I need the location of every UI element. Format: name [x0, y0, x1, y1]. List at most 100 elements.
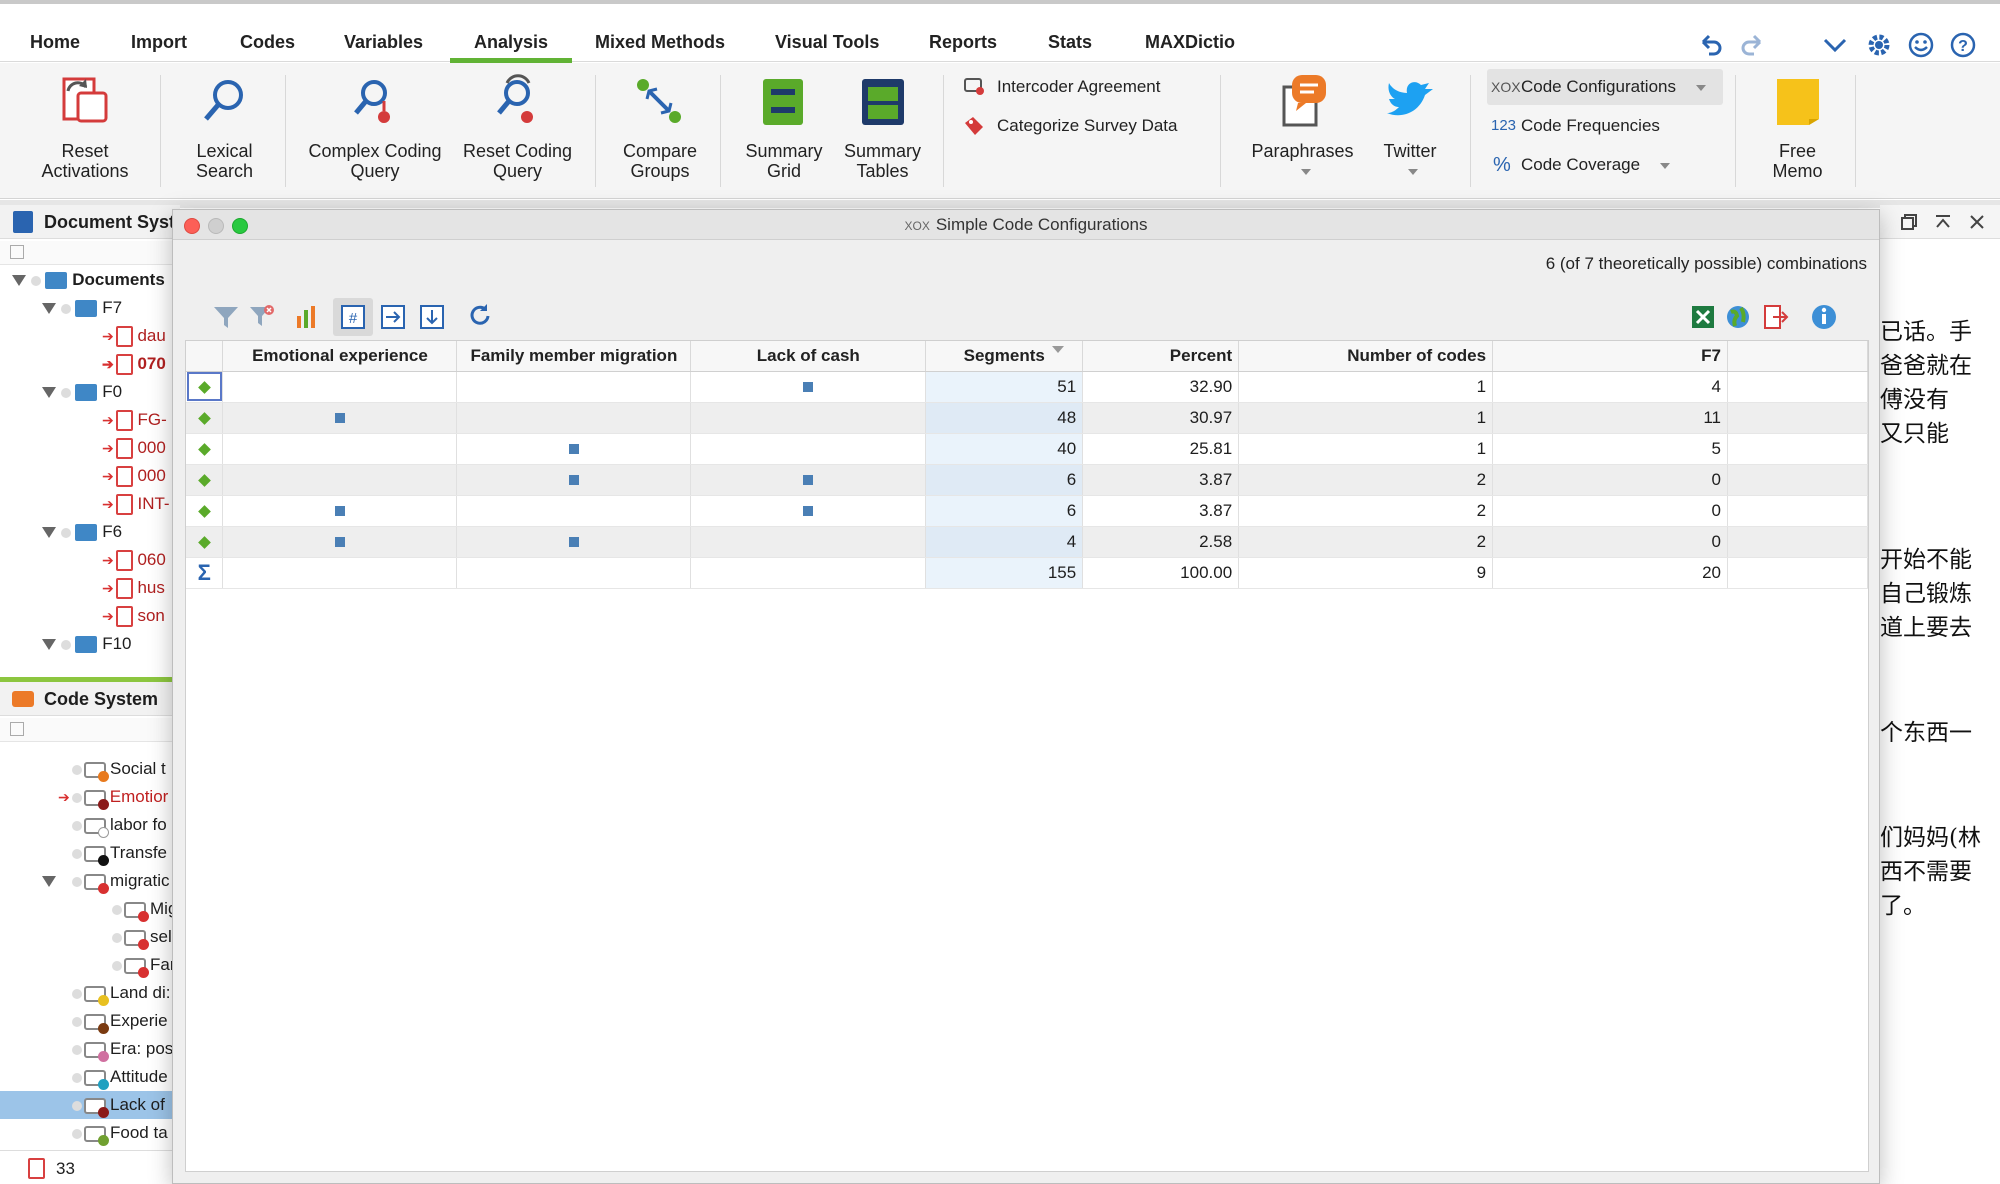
- row-diamond-icon[interactable]: [186, 402, 224, 434]
- table-row[interactable]: 51 32.90 1 4: [186, 371, 1869, 403]
- code-tree-row[interactable]: Experie: [72, 1007, 168, 1035]
- tree-row-f6[interactable]: F6: [42, 518, 122, 546]
- table-row[interactable]: 40 25.81 1 5: [186, 433, 1869, 465]
- reset-coding-query-button[interactable]: Reset Coding Query: [455, 73, 580, 181]
- col-emotional-experience[interactable]: Emotional experience: [222, 341, 458, 372]
- col-segments[interactable]: Segments: [925, 341, 1084, 372]
- lexical-search-button[interactable]: Lexical Search: [172, 73, 277, 181]
- zoom-window-button[interactable]: [232, 218, 248, 234]
- close-window-button[interactable]: [184, 218, 200, 234]
- globe-icon[interactable]: [1723, 302, 1753, 332]
- info-icon[interactable]: [1809, 302, 1839, 332]
- tree-row-f7[interactable]: F7: [42, 294, 122, 322]
- tab-stats[interactable]: Stats: [1048, 32, 1093, 52]
- col-lack-of-cash[interactable]: Lack of cash: [690, 341, 927, 372]
- restore-window-icon[interactable]: [1900, 213, 1918, 231]
- filter-icon[interactable]: [211, 302, 241, 332]
- free-memo-button[interactable]: Free Memo: [1750, 73, 1845, 181]
- code-tree-row[interactable]: Social t: [72, 755, 166, 783]
- tree-row-doc[interactable]: ➔ hus: [102, 574, 165, 602]
- table-row[interactable]: 6 3.87 2 0: [186, 464, 1869, 496]
- tree-row-doc[interactable]: ➔ INT-: [102, 490, 170, 518]
- bar-chart-icon[interactable]: [291, 302, 321, 332]
- code-configurations-button[interactable]: XOX Code Configurations: [1487, 69, 1723, 105]
- document-icon: [115, 578, 133, 600]
- code-frequencies-button[interactable]: 123 Code Frequencies: [1487, 112, 1660, 140]
- tree-row-doc[interactable]: ➔ FG-: [102, 406, 167, 434]
- intercoder-agreement-button[interactable]: Intercoder Agreement: [963, 73, 1160, 101]
- minimize-window-button[interactable]: [208, 218, 224, 234]
- tab-analysis[interactable]: Analysis: [450, 32, 572, 63]
- export-down-icon[interactable]: [417, 302, 447, 332]
- code-tree-row[interactable]: Transfe: [72, 839, 167, 867]
- code-tree-row[interactable]: Food ta: [72, 1119, 168, 1147]
- tree-row-doc[interactable]: ➔ son: [102, 602, 165, 630]
- code-tree-row[interactable]: migratic: [42, 867, 170, 895]
- twitter-button[interactable]: Twitter: [1365, 73, 1455, 181]
- row-diamond-icon[interactable]: [186, 464, 224, 496]
- help-icon[interactable]: ?: [1948, 30, 1978, 60]
- code-tree-row[interactable]: Era: pos: [72, 1035, 173, 1063]
- maximize-panel-icon[interactable]: [1934, 213, 1952, 231]
- row-diamond-icon[interactable]: [186, 371, 224, 403]
- complex-coding-query-button[interactable]: Complex Coding Query: [300, 73, 450, 181]
- tree-row-doc[interactable]: ➔ dau: [102, 322, 166, 350]
- tab-visual-tools[interactable]: Visual Tools: [775, 32, 880, 52]
- refresh-icon[interactable]: [465, 302, 495, 332]
- close-icon[interactable]: [1968, 213, 1986, 231]
- show-frequencies-icon[interactable]: #: [338, 302, 368, 332]
- expand-triangle-icon[interactable]: [42, 876, 56, 888]
- code-tree-row[interactable]: self: [112, 923, 176, 951]
- code-tree-row[interactable]: Attitude: [72, 1063, 168, 1091]
- tab-maxdictio[interactable]: MAXDictio: [1145, 32, 1235, 52]
- tab-mixed-methods[interactable]: Mixed Methods: [595, 32, 726, 52]
- tree-row-doc[interactable]: ➔ 060: [102, 546, 166, 574]
- tree-collapse-icon[interactable]: [10, 722, 24, 736]
- col-f7[interactable]: F7: [1492, 341, 1728, 372]
- compare-groups-button[interactable]: Compare Groups: [610, 73, 710, 181]
- col-family-member-migration[interactable]: Family member migration: [456, 341, 692, 372]
- export-file-icon[interactable]: [1760, 302, 1790, 332]
- export-right-icon[interactable]: [378, 302, 408, 332]
- code-tree-row[interactable]: Land di:: [72, 979, 171, 1007]
- col-number-of-codes[interactable]: Number of codes: [1238, 341, 1494, 372]
- reset-activations-button[interactable]: Reset Activations: [20, 73, 150, 181]
- excel-export-icon[interactable]: [1688, 302, 1718, 332]
- clear-filter-icon[interactable]: [247, 302, 277, 332]
- tree-row-doc[interactable]: ➔ 000: [102, 462, 166, 490]
- code-tree-row[interactable]: Mig: [112, 895, 177, 923]
- code-tree-row[interactable]: Lack of: [0, 1091, 180, 1119]
- table-row[interactable]: 6 3.87 2 0: [186, 495, 1869, 527]
- summary-tables-button[interactable]: Summary Tables: [835, 73, 930, 181]
- tree-row-f0[interactable]: F0: [42, 378, 122, 406]
- tab-home[interactable]: Home: [30, 32, 81, 52]
- tree-row-doc[interactable]: ➔ 000: [102, 434, 166, 462]
- gear-icon[interactable]: [1864, 30, 1894, 60]
- tree-row-f10[interactable]: F10: [42, 630, 132, 658]
- undo-icon[interactable]: [1695, 30, 1725, 60]
- code-tree-row[interactable]: labor fo: [72, 811, 167, 839]
- code-coverage-button[interactable]: % Code Coverage: [1487, 151, 1671, 179]
- row-diamond-icon[interactable]: [186, 526, 224, 558]
- code-present-marker: [334, 412, 345, 423]
- tree-collapse-icon[interactable]: [10, 245, 24, 259]
- tab-codes[interactable]: Codes: [240, 32, 296, 52]
- code-tree-row[interactable]: ➔ Emotior: [58, 783, 168, 811]
- chevron-down-icon[interactable]: [1820, 30, 1850, 60]
- tree-row-documents[interactable]: Documents: [12, 266, 165, 294]
- tab-variables[interactable]: Variables: [344, 32, 424, 52]
- table-row[interactable]: 4 2.58 2 0: [186, 526, 1869, 558]
- row-diamond-icon[interactable]: [186, 433, 224, 465]
- row-diamond-icon[interactable]: [186, 495, 224, 527]
- paraphrases-button[interactable]: Paraphrases: [1245, 73, 1360, 181]
- tab-reports[interactable]: Reports: [929, 32, 998, 52]
- categorize-survey-data-button[interactable]: Categorize Survey Data: [963, 112, 1177, 140]
- tree-row-doc[interactable]: ➔ 070: [102, 350, 166, 378]
- summary-grid-button[interactable]: Summary Grid: [735, 73, 833, 181]
- smiley-icon[interactable]: [1906, 30, 1936, 60]
- table-row[interactable]: 48 30.97 1 11: [186, 402, 1869, 434]
- col-percent[interactable]: Percent: [1082, 341, 1240, 372]
- cell-f7: 0: [1492, 495, 1728, 527]
- redo-icon[interactable]: [1738, 30, 1768, 60]
- tab-import[interactable]: Import: [131, 32, 187, 52]
